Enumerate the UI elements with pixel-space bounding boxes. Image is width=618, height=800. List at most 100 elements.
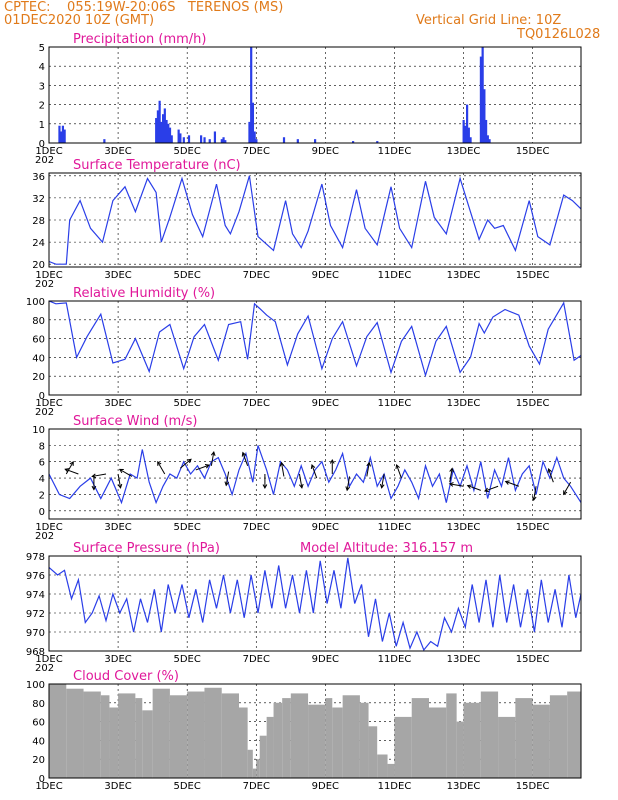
precip-bar [163,108,166,143]
precip-bar [156,110,160,143]
y-tick-label: 40 [32,353,45,364]
precip-bar [248,121,251,143]
x-tick-label-partial: 202 [35,155,54,166]
wind-arrow [92,473,107,477]
wind-arrow-head [483,487,489,493]
y-tick-label: 32 [32,194,45,205]
precip-bar [222,137,225,143]
y-tick-label: 80 [32,699,45,710]
wind-arrow-head [395,463,400,469]
panel-title: Relative Humidity (%) [73,286,215,301]
precip-bar [464,125,467,143]
precip-bar [158,100,161,143]
cloud-bar [394,716,412,778]
wind-arrow [563,481,572,495]
y-tick-label: 24 [32,238,45,249]
model-altitude: Model Altitude: 316.157 m [300,541,473,556]
wind-arrow-head [279,461,285,467]
x-tick-label: 13DEC [447,270,481,281]
x-tick-label: 1DEC [35,522,62,533]
x-tick-label: 15DEC [516,398,550,409]
cloud-bar [221,693,239,778]
x-tick-label: 1DEC [35,398,62,409]
precip-bar [296,139,299,143]
precip-bar [481,47,484,143]
x-tick-label: 15DEC [516,146,550,157]
x-tick-label: 9DEC [312,398,339,409]
wind-arrow-head [118,468,124,474]
panel-frame [48,300,582,396]
wind-arrow-head [466,484,472,489]
y-tick-label: 5 [39,43,45,54]
cloud-bar [142,710,153,778]
rh-line [48,300,582,378]
pres-line [48,557,582,652]
wind-arrow [505,481,519,487]
x-tick-label: 7DEC [243,654,270,665]
x-tick-label: 7DEC [243,398,270,409]
precip-bar [467,127,470,143]
y-tick-label: 0 [39,507,45,518]
cloud-bar [515,698,533,778]
y-tick-label: 60 [32,718,45,729]
y-tick-label: 6 [39,458,45,469]
precip-bar [182,137,185,143]
precip-bar [60,131,63,143]
cloud-bar [239,707,248,778]
cloud-bar [256,759,260,778]
wind-arrow [484,485,499,492]
precip-bar [485,119,488,143]
wind-arrow [533,486,537,501]
x-tick-label: 11DEC [378,398,412,409]
x-tick-label-partial: 202 [35,663,54,674]
x-tick-label: 7DEC [243,146,270,157]
wind-arrow-head [186,458,192,464]
wind-arrow [449,468,453,483]
wind-arrow-head [310,463,316,469]
wind-arrow-head [204,464,210,469]
wind-arrow [346,476,351,491]
panel-title: Precipitation (mm/h) [73,32,206,47]
cloud-bar [259,735,267,778]
wind-arrow [311,464,318,479]
x-tick-label: 13DEC [447,522,481,533]
x-tick-label: 13DEC [447,781,481,792]
cloud-bar [247,749,253,778]
cloud-bar [204,687,222,778]
wind-arrow [179,458,192,469]
x-tick-label: 15DEC [516,781,550,792]
y-tick-label: 1 [39,120,45,131]
wind-arrow [396,464,402,479]
cloud-bar [532,704,550,778]
wind-arrow-head [329,458,335,464]
cloud-bar [83,691,101,778]
cloud-bar [118,693,136,778]
wind-arrow [210,451,215,466]
x-tick-label: 5DEC [173,398,200,409]
cloud-bar [325,698,333,778]
precip-bar [58,125,61,143]
panel-title: Surface Wind (m/s) [73,414,197,429]
x-tick-label: 15DEC [516,270,550,281]
precip-bar [179,133,182,143]
x-tick-label: 3DEC [104,146,131,157]
precip-bar [213,131,217,143]
precip-bar [200,135,203,143]
cloud-bar [359,702,369,778]
wind-arrow-head [531,496,537,502]
precip-bar [103,139,106,143]
x-tick-label: 1DEC [35,781,62,792]
wind-arrow-head [563,490,568,496]
precip-bar [255,139,258,143]
wind-arrow-head [298,483,304,489]
cloud-bar [342,695,360,778]
x-tick-label: 9DEC [312,146,339,157]
x-tick-label: 5DEC [173,781,200,792]
cloud-bar [549,695,568,778]
cloud-bar [282,698,291,778]
y-tick-label: 976 [26,571,45,582]
cloud-bar [66,688,84,778]
wind-arrow [119,469,133,477]
y-tick-label: 40 [32,736,45,747]
